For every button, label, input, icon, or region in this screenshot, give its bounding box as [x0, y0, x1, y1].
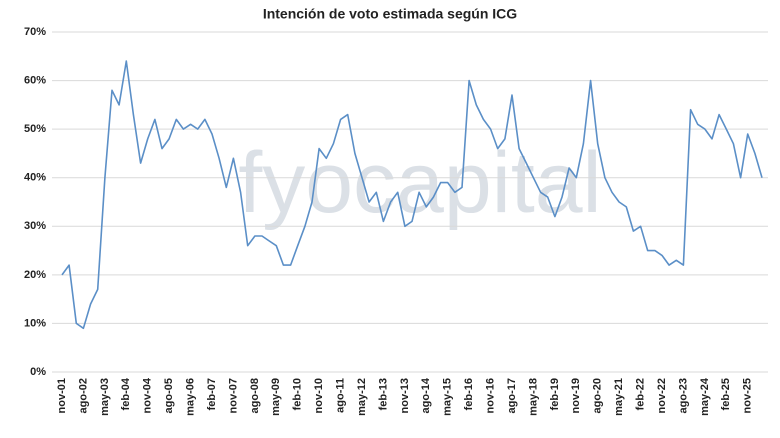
y-tick-label: 50%	[24, 123, 46, 135]
x-tick-label: may-12	[356, 378, 368, 416]
x-tick-label: nov-22	[656, 378, 668, 413]
x-tick-label: ago-14	[420, 377, 432, 413]
x-tick-label: may-24	[699, 377, 711, 416]
x-tick-label: may-06	[184, 378, 196, 416]
x-tick-label: nov-01	[56, 378, 68, 413]
x-tick-label: may-18	[527, 378, 539, 416]
x-tick-label: feb-04	[120, 377, 132, 410]
y-tick-label: 60%	[24, 74, 46, 86]
x-tick-label: feb-07	[206, 378, 218, 410]
x-tick-label: ago-23	[677, 378, 689, 413]
x-tick-label: nov-19	[570, 378, 582, 413]
x-tick-label: nov-25	[742, 378, 754, 413]
x-tick-label: ago-20	[592, 378, 604, 413]
y-tick-label: 30%	[24, 220, 46, 232]
x-tick-label: may-15	[442, 378, 454, 416]
y-tick-label: 70%	[24, 26, 46, 38]
chart-title: Intención de voto estimada según ICG	[263, 6, 517, 22]
x-tick-label: feb-16	[463, 378, 475, 410]
x-tick-label: nov-10	[313, 378, 325, 413]
x-tick-label: feb-22	[634, 378, 646, 410]
y-tick-label: 0%	[30, 366, 46, 378]
y-tick-label: 20%	[24, 269, 46, 281]
x-tick-label: nov-13	[399, 378, 411, 413]
x-tick-label: ago-05	[163, 378, 175, 413]
watermark: fyocapital	[238, 135, 601, 231]
x-tick-label: nov-16	[484, 378, 496, 413]
x-tick-label: ago-02	[77, 378, 89, 413]
x-tick-label: may-09	[270, 378, 282, 416]
x-tick-label: nov-07	[227, 378, 239, 413]
y-tick-label: 10%	[24, 317, 46, 329]
x-tick-label: feb-19	[549, 378, 561, 410]
x-tick-label: ago-08	[249, 378, 261, 413]
x-tick-label: ago-11	[334, 378, 346, 413]
x-tick-label: may-03	[99, 378, 111, 416]
x-tick-label: feb-25	[720, 378, 732, 410]
line	[61, 60, 763, 330]
x-tick-label: feb-10	[292, 378, 304, 410]
x-tick-label: ago-17	[506, 378, 518, 413]
x-tick-label: nov-04	[142, 377, 154, 413]
y-tick-label: 40%	[24, 172, 46, 184]
x-tick-label: may-21	[613, 378, 625, 416]
x-tick-label: feb-13	[377, 378, 389, 410]
